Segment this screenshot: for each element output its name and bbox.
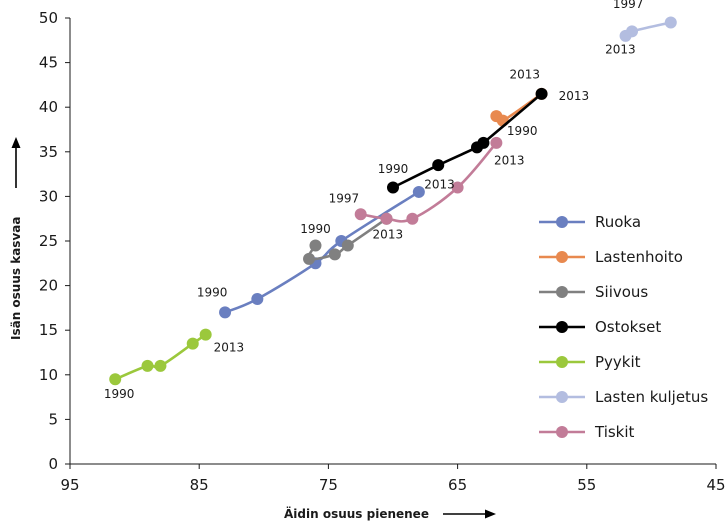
y-tick-label: 50 <box>39 9 58 27</box>
y-axis-title-group: Isän osuus kasvaa <box>9 137 23 340</box>
data-point <box>186 337 199 350</box>
data-point <box>432 159 445 172</box>
legend-swatch-marker <box>556 321 568 333</box>
legend-item: Siivous <box>539 283 648 301</box>
data-point <box>387 181 399 194</box>
series-line <box>392 92 543 189</box>
data-point <box>626 25 639 38</box>
legend-item: Ruoka <box>539 213 641 231</box>
data-point <box>490 136 503 149</box>
point-label: 1990 <box>378 162 409 176</box>
legend-label: Ostokset <box>595 318 661 336</box>
x-tick-label: 65 <box>448 476 467 494</box>
series-ruoka <box>219 185 425 319</box>
y-tick-label: 30 <box>39 187 58 205</box>
legend-swatch-marker <box>556 391 568 403</box>
point-label: 2013 <box>510 68 541 82</box>
y-tick-label: 45 <box>39 54 58 72</box>
x-tick-label: 75 <box>319 476 338 494</box>
x-axis-title-group: Äidin osuus pienenee <box>284 506 496 521</box>
data-point <box>109 373 122 386</box>
legend: Ruoka Lastenhoito Siivous Ostokset Pyykit Las… <box>539 213 708 441</box>
y-tick-label: 35 <box>39 143 58 161</box>
y-tick-label: 5 <box>48 410 58 428</box>
y-tick-label: 40 <box>39 98 58 116</box>
data-point <box>535 87 548 100</box>
legend-label: Siivous <box>595 283 648 301</box>
annotation-layer: 1997 2013 2013 2013 1990 2013 1990 2013 1997 2013… <box>104 0 644 401</box>
point-label: 2013 <box>424 177 455 191</box>
legend-swatch-marker <box>556 216 568 228</box>
data-point <box>354 208 367 221</box>
data-point <box>406 212 419 225</box>
legend-swatch-marker <box>556 286 568 298</box>
y-tick-label: 20 <box>39 277 58 295</box>
y-tick-label: 25 <box>39 232 58 250</box>
point-label: 1990 <box>507 124 538 138</box>
y-tick-label: 0 <box>48 455 58 473</box>
x-axis-title: Äidin osuus pienenee <box>284 506 429 521</box>
x-tick-label: 55 <box>577 476 596 494</box>
x-tick-label: 85 <box>190 476 209 494</box>
y-tick-label: 10 <box>39 366 58 384</box>
data-point <box>380 212 393 225</box>
legend-item: Lasten kuljetus <box>539 388 708 406</box>
data-point <box>154 359 167 372</box>
data-point <box>328 248 341 261</box>
legend-label: Ruoka <box>595 213 641 231</box>
point-label: 2013 <box>214 341 245 355</box>
point-label: 2013 <box>559 89 590 103</box>
point-label: 1990 <box>197 285 228 299</box>
series-tiskit <box>354 136 503 225</box>
point-label: 1990 <box>104 387 135 401</box>
data-point <box>664 16 677 29</box>
legend-swatch-marker <box>556 426 568 438</box>
data-point <box>309 239 322 252</box>
point-label: 2013 <box>373 227 404 241</box>
point-label: 2013 <box>494 153 525 167</box>
legend-label: Lasten kuljetus <box>595 388 708 406</box>
series-lasten-kuljetus <box>619 16 677 42</box>
point-label: 1997 <box>613 0 644 11</box>
legend-swatch-marker <box>556 356 568 368</box>
legend-item: Lastenhoito <box>539 248 683 266</box>
data-point <box>303 252 316 265</box>
data-point <box>251 292 264 305</box>
legend-item: Pyykit <box>539 353 641 371</box>
legend-label: Pyykit <box>595 353 641 371</box>
legend-swatch-marker <box>556 251 568 263</box>
y-axis-title: Isän osuus kasvaa <box>9 217 23 340</box>
point-label: 1990 <box>300 222 331 236</box>
data-point <box>412 185 425 198</box>
legend-label: Lastenhoito <box>595 248 683 266</box>
data-point <box>341 239 354 252</box>
series-layer <box>109 16 677 386</box>
x-tick-label: 45 <box>706 476 725 494</box>
point-label: 2013 <box>605 43 636 57</box>
legend-label: Tiskit <box>594 423 635 441</box>
ticks: 0 5 10 15 20 25 30 35 40 45 50 95 85 75 65 55 45 <box>39 9 726 494</box>
series-ostokset <box>387 87 548 194</box>
series-pyykit <box>109 328 212 386</box>
data-point <box>477 136 490 149</box>
x-tick-label: 95 <box>60 476 79 494</box>
legend-item: Ostokset <box>539 318 661 336</box>
data-point <box>219 306 232 319</box>
point-label: 1997 <box>329 192 360 206</box>
data-point <box>141 359 154 372</box>
x-axis-arrow-head <box>485 509 496 519</box>
data-point <box>451 181 464 194</box>
legend-item: Tiskit <box>539 423 635 441</box>
y-axis-arrow-head <box>11 137 21 148</box>
y-tick-label: 15 <box>39 321 58 339</box>
data-point <box>199 328 212 341</box>
